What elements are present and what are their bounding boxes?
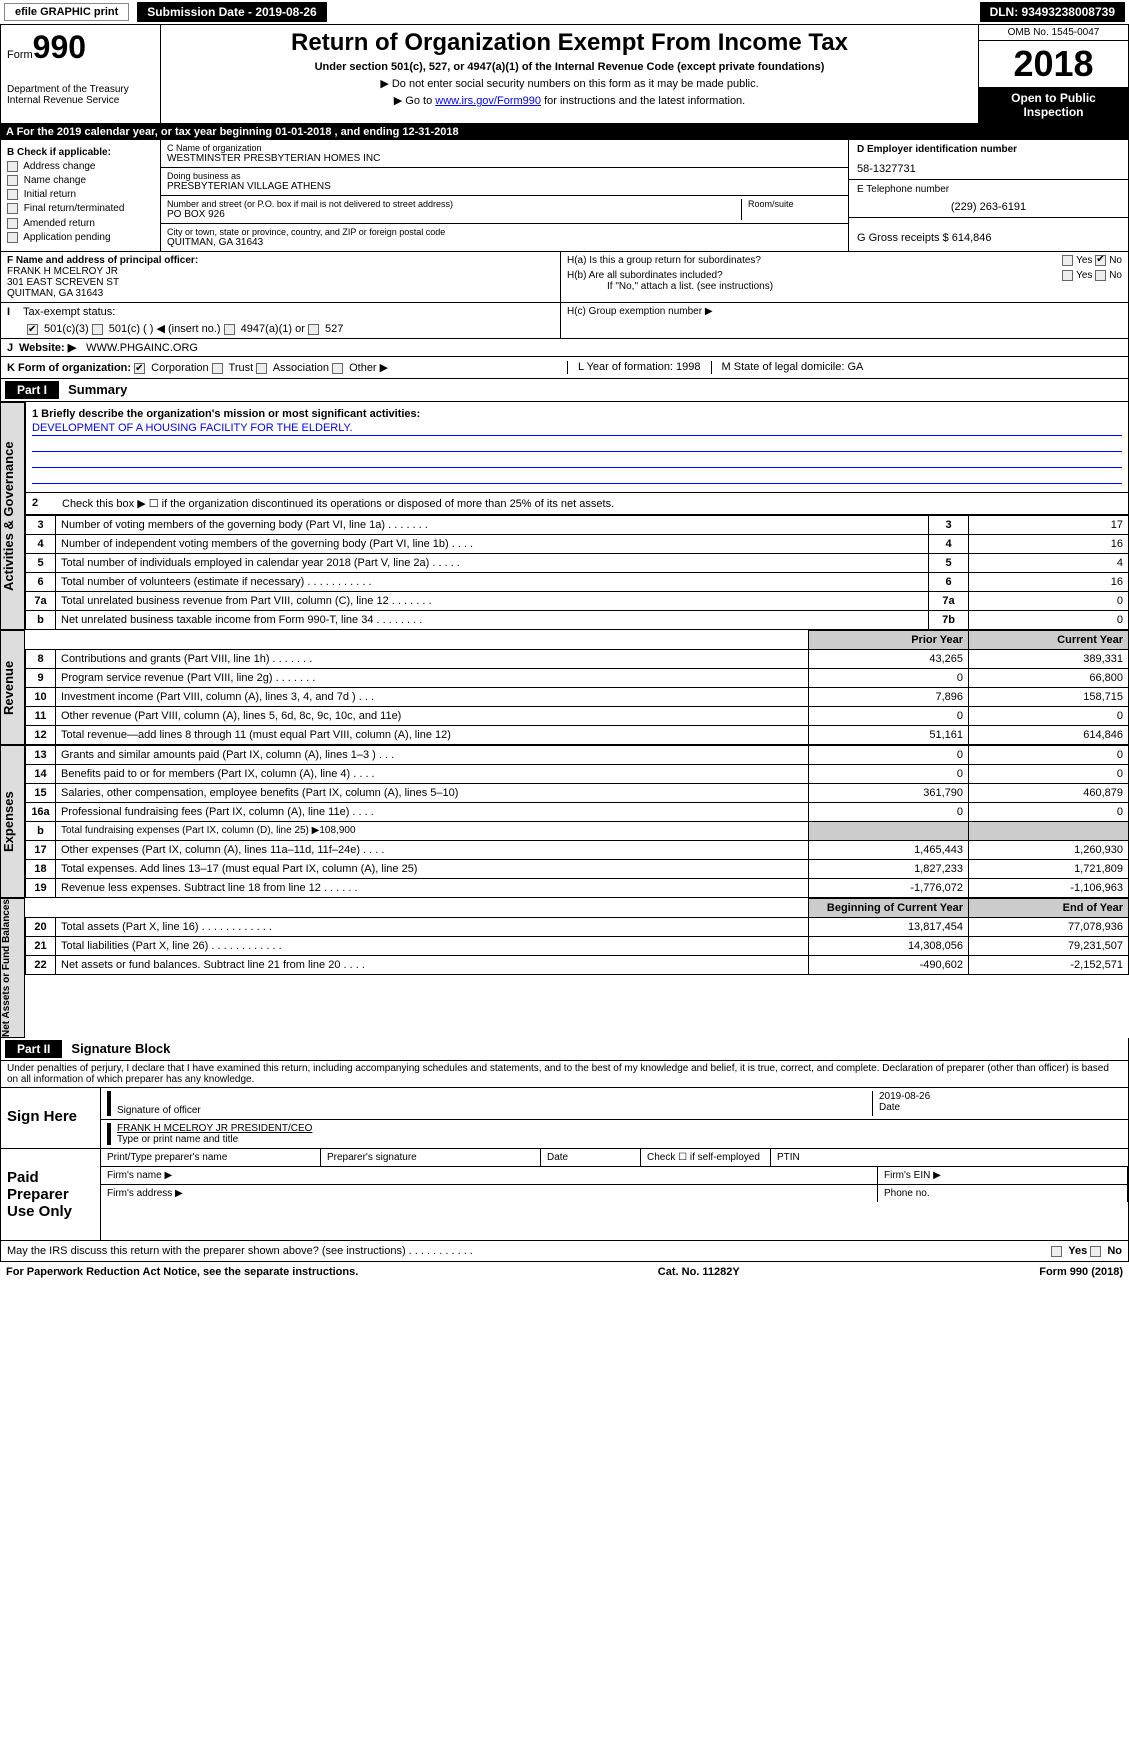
checkbox-4[interactable] (7, 218, 18, 229)
form-prefix: Form (7, 49, 33, 61)
checkbox-0[interactable] (7, 161, 18, 172)
gross-receipts: G Gross receipts $ 614,846 (857, 232, 1120, 244)
addr-value: PO BOX 926 (167, 209, 741, 220)
form-title: Return of Organization Exempt From Incom… (171, 29, 968, 57)
col-d: D Employer identification number 58-1327… (848, 140, 1128, 251)
open-inspection: Open to Public Inspection (979, 87, 1128, 123)
year-formation: L Year of formation: 1998 (567, 361, 711, 374)
org-form-0[interactable] (134, 363, 145, 374)
efile-button[interactable]: efile GRAPHIC print (4, 3, 129, 21)
city-label: City or town, state or province, country… (167, 227, 842, 237)
firm-name: Firm's name ▶ (101, 1167, 878, 1184)
h-b: H(b) Are all subordinates included? Yes … (567, 270, 1122, 281)
side-net: Net Assets or Fund Balances (0, 898, 25, 1038)
officer-name: FRANK H MCELROY JR (7, 266, 554, 277)
omb-number: OMB No. 1545-0047 (979, 25, 1128, 41)
tax-year: 2018 (979, 41, 1128, 87)
side-expenses: Expenses (0, 745, 25, 898)
footer-left: For Paperwork Reduction Act Notice, see … (6, 1266, 358, 1278)
top-bar: efile GRAPHIC print Submission Date - 20… (0, 0, 1129, 24)
row-k-label: K Form of organization: (7, 362, 131, 374)
submission-date: Submission Date - 2019-08-26 (137, 2, 326, 22)
tax-status-3[interactable] (308, 324, 319, 335)
city-value: QUITMAN, GA 31643 (167, 237, 842, 248)
discuss-text: May the IRS discuss this return with the… (7, 1245, 473, 1257)
officer-addr2: QUITMAN, GA 31643 (7, 288, 554, 299)
h-c: H(c) Group exemption number ▶ (567, 306, 1122, 317)
addr-label: Number and street (or P.O. box if mail i… (167, 199, 741, 209)
q2-text: Check this box ▶ ☐ if the organization d… (62, 497, 614, 510)
checkbox-1[interactable] (7, 175, 18, 186)
checkbox-5[interactable] (7, 232, 18, 243)
state-domicile: M State of legal domicile: GA (711, 361, 1122, 374)
name-title-label: Type or print name and title (117, 1134, 1122, 1145)
q1-value: DEVELOPMENT OF A HOUSING FACILITY FOR TH… (32, 422, 1122, 436)
row-f-label: F Name and address of principal officer: (7, 255, 554, 266)
org-form-2[interactable] (256, 363, 267, 374)
side-revenue: Revenue (0, 630, 25, 745)
prep-col-2: Date (541, 1149, 641, 1166)
form-header: Form990 Department of the Treasury Inter… (0, 24, 1129, 124)
department: Department of the Treasury Internal Reve… (7, 84, 154, 106)
dba-label: Doing business as (167, 171, 842, 181)
tax-status-2[interactable] (224, 324, 235, 335)
col-b-header: B Check if applicable: (7, 147, 154, 158)
prep-col-4: PTIN (771, 1149, 1128, 1166)
part2-header: Part II (5, 1040, 62, 1058)
side-governance: Activities & Governance (0, 402, 25, 630)
sign-here-label: Sign Here (1, 1088, 101, 1148)
checkbox-3[interactable] (7, 203, 18, 214)
tax-status-1[interactable] (92, 324, 103, 335)
perjury-text: Under penalties of perjury, I declare th… (0, 1061, 1129, 1088)
org-name: WESTMINSTER PRESBYTERIAN HOMES INC (167, 153, 842, 164)
signer-name: FRANK H MCELROY JR PRESIDENT/CEO (117, 1123, 1122, 1134)
prep-col-1: Preparer's signature (321, 1149, 541, 1166)
website-value: WWW.PHGAINC.ORG (86, 342, 198, 354)
sig-officer-label: Signature of officer (117, 1105, 872, 1116)
tel-label: E Telephone number (857, 184, 1120, 195)
col-b: B Check if applicable: Address change Na… (1, 140, 161, 251)
phone-no: Phone no. (878, 1185, 1128, 1202)
dln: DLN: 93493238008739 (980, 2, 1125, 22)
dba-value: PRESBYTERIAN VILLAGE ATHENS (167, 181, 842, 192)
officer-addr1: 301 EAST SCREVEN ST (7, 277, 554, 288)
prep-col-0: Print/Type preparer's name (101, 1149, 321, 1166)
row-a: A For the 2019 calendar year, or tax yea… (0, 124, 1129, 140)
org-form-3[interactable] (332, 363, 343, 374)
q1-label: 1 Briefly describe the organization's mi… (32, 408, 1122, 420)
org-form-1[interactable] (212, 363, 223, 374)
tel-value: (229) 263-6191 (857, 201, 1120, 213)
sign-date: 2019-08-26 (879, 1091, 1122, 1102)
room-label: Room/suite (748, 199, 842, 209)
footer-center: Cat. No. 11282Y (658, 1266, 740, 1278)
part1-title: Summary (62, 382, 127, 397)
footer: For Paperwork Reduction Act Notice, see … (0, 1262, 1129, 1282)
tax-status-0[interactable] (27, 324, 38, 335)
form-subtitle: Under section 501(c), 527, or 4947(a)(1)… (171, 61, 968, 73)
ein-label: D Employer identification number (857, 144, 1120, 155)
h-b-note: If "No," attach a list. (see instruction… (567, 281, 1122, 292)
date-label: Date (879, 1102, 1122, 1113)
instr-1: ▶ Do not enter social security numbers o… (171, 77, 968, 90)
col-c: C Name of organization WESTMINSTER PRESB… (161, 140, 848, 251)
section-bc: B Check if applicable: Address change Na… (0, 140, 1129, 252)
part2-title: Signature Block (65, 1041, 170, 1056)
irs-link[interactable]: www.irs.gov/Form990 (435, 95, 541, 107)
instr-2: ▶ Go to www.irs.gov/Form990 for instruct… (171, 94, 968, 107)
name-label: C Name of organization (167, 143, 842, 153)
firm-addr: Firm's address ▶ (101, 1185, 878, 1202)
checkbox-2[interactable] (7, 189, 18, 200)
paid-preparer-label: Paid Preparer Use Only (1, 1149, 101, 1240)
prep-col-3: Check ☐ if self-employed (641, 1149, 771, 1166)
footer-right: Form 990 (2018) (1039, 1266, 1123, 1278)
firm-ein: Firm's EIN ▶ (878, 1167, 1128, 1184)
h-a: H(a) Is this a group return for subordin… (567, 255, 1122, 266)
ein-value: 58-1327731 (857, 163, 1120, 175)
form-number: 990 (33, 29, 86, 65)
row-i-label: Tax-exempt status: (23, 306, 115, 318)
row-j: J Website: ▶ WWW.PHGAINC.ORG (0, 339, 1129, 357)
part1-header: Part I (5, 381, 59, 399)
